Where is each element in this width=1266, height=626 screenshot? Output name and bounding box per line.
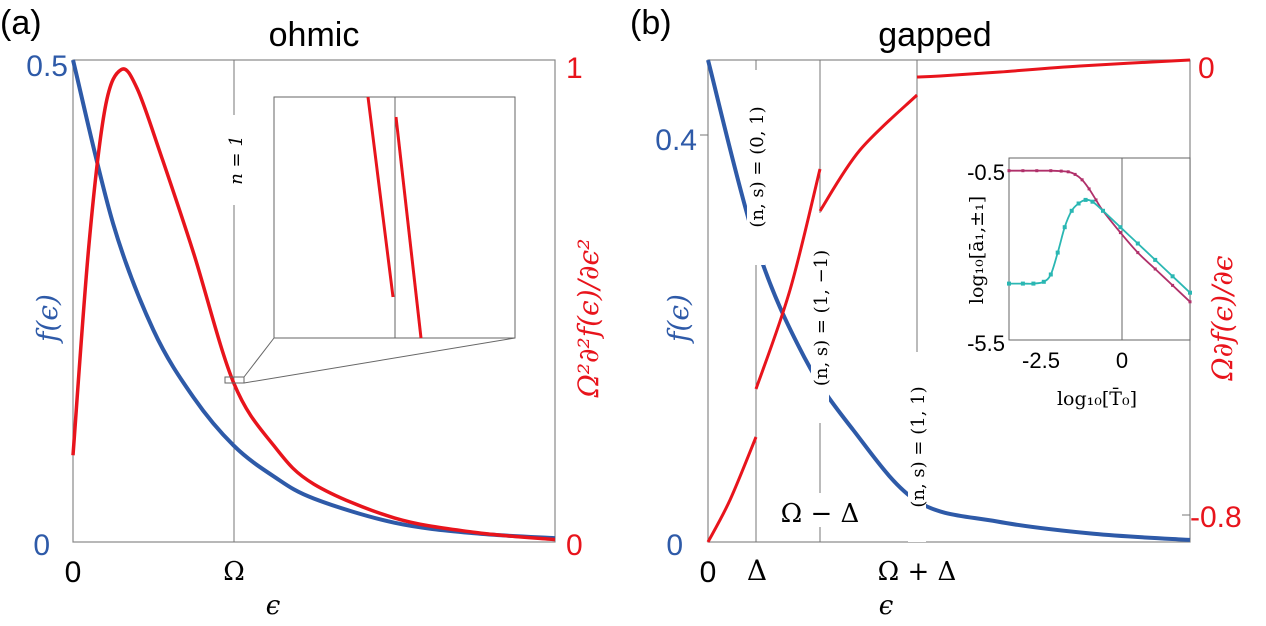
panel-b-xlabel: ϵ [879, 591, 894, 621]
inset-point-2-3 [1031, 281, 1036, 286]
panel-a-vline-label: n = 1 [226, 135, 247, 185]
inset-point-1-7 [1073, 172, 1077, 176]
inset-point-1-6 [1066, 170, 1070, 174]
inset-point-2-9 [1076, 201, 1081, 206]
panel-a-ylabel-left: f(ϵ) [31, 294, 64, 344]
panel-a-frame [72, 59, 556, 543]
panel-b-right-tick-top: 0 [1198, 52, 1215, 85]
panel-a-zoom-connector-1 [243, 337, 275, 378]
panel-b-inset-plot [1007, 169, 1192, 304]
inset-point-2-10 [1083, 197, 1088, 202]
inset-point-2-13 [1118, 225, 1123, 230]
inset-point-1-5 [1059, 169, 1063, 173]
inset-point-1-8 [1080, 178, 1084, 182]
inset-point-1-10 [1094, 198, 1098, 202]
panel-b-inset-x-tick-left: -2.5 [1022, 348, 1060, 373]
panel-a-right-tick-bottom: 0 [566, 529, 583, 562]
panel-b-inset-y-tick-bottom: -5.5 [967, 331, 1005, 356]
panel-b-vline-label-3: (n, s) = (1, 1) [908, 386, 929, 507]
inset-series-line-1 [1009, 169, 1191, 303]
inset-point-2-16 [1170, 274, 1175, 279]
panel-a-label: (a) [0, 4, 42, 42]
panel-b-inset-y-tick-top: -0.5 [967, 160, 1005, 185]
panel-b-left-tick-bottom: 0 [666, 529, 683, 562]
inset-point-2-14 [1135, 241, 1140, 246]
panel-b-annotation-bg [772, 493, 872, 527]
panel-b-right-tick-bottom: -0.8 [1190, 501, 1242, 534]
panel-b-series-df-seg4 [916, 58, 1191, 79]
panel-b-x-tick-omega-plus-delta: Ω + Δ [878, 557, 957, 587]
panel-b: (b) gapped (n, s) = (0, 1) (n, s) = (1, … [630, 4, 1242, 621]
panel-b-x-tick-0: 0 [700, 556, 717, 589]
panel-b-ylabel-right: Ω∂f(ϵ)/∂ϵ [1206, 255, 1239, 381]
panel-a-series-f [71, 59, 556, 541]
inset-point-2-4 [1041, 279, 1046, 284]
inset-point-2-2 [1020, 281, 1025, 286]
inset-point-2-8 [1069, 208, 1074, 213]
inset-point-1-13 [1136, 251, 1140, 255]
panel-b-vline-label-bg-3 [908, 352, 926, 542]
panel-a-left-tick-top: 0.5 [26, 50, 68, 83]
inset-point-1-16 [1188, 300, 1192, 304]
panel-b-x-tick-delta: Δ [747, 554, 767, 587]
panel-b-vline-label-2: (n, s) = (1, −1) [811, 250, 832, 386]
panel-b-series-df-seg1 [706, 436, 758, 543]
panel-a-vline-label-bg [225, 115, 243, 205]
panel-a-zoom-region [224, 376, 245, 384]
panel-a-inset-red-right [394, 116, 423, 339]
panel-b-vline-label-bg-2 [811, 213, 829, 423]
inset-point-1-1 [1007, 169, 1011, 173]
panel-a-zoom-connector-2 [243, 337, 516, 384]
inset-point-2-1 [1007, 281, 1011, 286]
panel-b-inset-frame [1008, 157, 1191, 341]
inset-point-1-14 [1153, 267, 1157, 271]
inset-point-2-11 [1090, 199, 1095, 204]
inset-point-1-12 [1118, 231, 1122, 235]
panel-b-left-tick-top: 0.4 [655, 124, 697, 157]
panel-a-x-tick-omega: Ω [223, 557, 245, 587]
panel-a-ylabel-right: Ω²∂²f(ϵ)/∂ϵ² [572, 239, 605, 399]
inset-point-2-6 [1055, 250, 1060, 255]
inset-point-1-9 [1087, 187, 1091, 191]
inset-point-1-15 [1171, 283, 1175, 287]
panel-b-vline-label-bg-1 [747, 70, 765, 265]
panel-b-omega-minus-delta-label: Ω − Δ [781, 499, 860, 529]
inset-point-2-17 [1188, 290, 1192, 295]
panel-b-series-df-seg2 [754, 168, 822, 390]
inset-point-1-4 [1049, 169, 1053, 173]
panel-b-series-df-seg3 [818, 93, 919, 212]
inset-point-1-3 [1035, 169, 1039, 173]
inset-point-2-12 [1101, 208, 1105, 213]
inset-point-1-2 [1021, 169, 1025, 173]
panel-b-ylabel-left: f(ϵ) [662, 294, 695, 344]
panel-a-title: ohmic [269, 16, 360, 54]
inset-point-2-5 [1048, 272, 1053, 277]
panel-a-series-d2f [71, 67, 556, 542]
panel-a-xlabel: ϵ [266, 591, 281, 621]
panel-b-inset-ylabel: log₁₀[ā₁,±₁] [966, 196, 988, 304]
panel-a: (a) ohmic n = 1 0.5 0 1 0 0 Ω ϵ f(ϵ) Ω²∂… [0, 4, 605, 621]
panel-b-inset-x-tick-zero: 0 [1116, 348, 1128, 373]
inset-point-2-7 [1062, 225, 1067, 230]
panel-b-label: (b) [630, 4, 672, 42]
panel-a-x-tick-0: 0 [65, 556, 82, 589]
panel-a-inset-red-left [366, 96, 395, 298]
panel-a-right-tick-top: 1 [566, 52, 583, 85]
panel-b-title: gapped [878, 16, 991, 54]
panel-b-inset-xlabel: log₁₀[T̄₀] [1057, 387, 1137, 410]
panel-a-left-tick-bottom: 0 [33, 529, 50, 562]
inset-point-2-15 [1153, 257, 1158, 262]
panel-b-vline-label-1: (n, s) = (0, 1) [747, 106, 768, 227]
